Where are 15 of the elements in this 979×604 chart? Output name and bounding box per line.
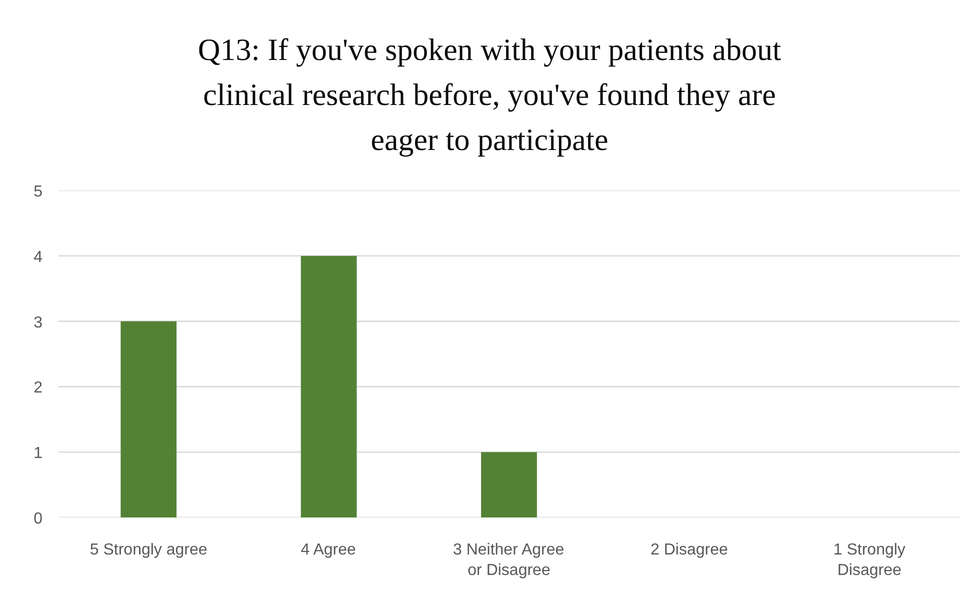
bar xyxy=(481,452,537,518)
y-tick-label: 5 xyxy=(34,184,43,200)
y-tick-label: 0 xyxy=(34,510,43,528)
x-tick-label: 5 Strongly agree xyxy=(90,542,208,558)
chart-title: Q13: If you've spoken with your patients about clinical research before, you've found they are eager to participate xyxy=(196,31,782,159)
bar xyxy=(300,256,357,518)
x-tick-label: 3 Neither Agree or Disagree xyxy=(452,542,564,579)
bar xyxy=(120,321,177,518)
y-tick-label: 2 xyxy=(34,380,43,397)
x-tick-label: 1 Strongly Disagree xyxy=(833,542,906,579)
y-tick-label: 1 xyxy=(34,445,43,462)
y-tick-label: 3 xyxy=(34,314,43,332)
x-tick-label: 4 Agree xyxy=(300,542,356,558)
x-tick-label: 2 Disagree xyxy=(650,542,728,558)
y-tick-label: 4 xyxy=(34,248,43,266)
